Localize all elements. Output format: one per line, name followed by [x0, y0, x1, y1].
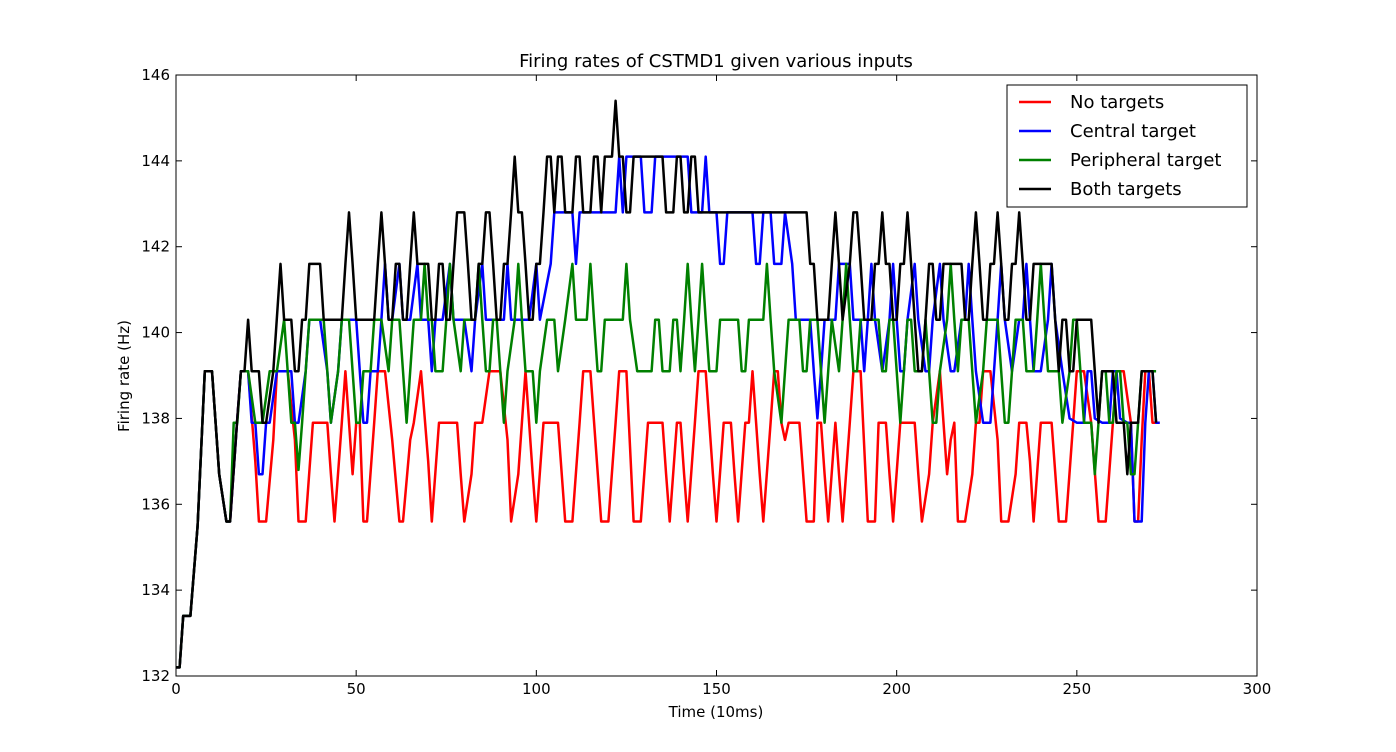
legend-label-no-targets: No targets	[1070, 92, 1164, 113]
series-layer	[176, 99, 1160, 669]
x-tick-label: 150	[702, 680, 731, 698]
x-axis-title: Time (10ms)	[668, 703, 764, 721]
x-tick-label: 250	[1063, 680, 1092, 698]
plot-frame	[175, 74, 1258, 677]
x-tick-label: 200	[882, 680, 911, 698]
chart-title: Firing rates of CSTMD1 given various inp…	[519, 51, 913, 72]
y-axis-title: Firing rate (Hz)	[115, 320, 133, 432]
y-tick-label: 136	[141, 495, 170, 513]
legend-label-both-targets: Both targets	[1070, 179, 1182, 200]
series-line-peripheral-target	[176, 262, 1157, 669]
y-tick-label: 134	[141, 581, 170, 599]
y-tick-label: 140	[141, 324, 170, 342]
y-tick-label: 142	[141, 238, 170, 256]
axis-ticks: 0 50 100 150 200 250 300 132 134 136 138 140 142 144 1…	[141, 66, 1271, 698]
legend-box	[1006, 84, 1248, 208]
x-tick-label: 0	[171, 680, 181, 698]
series-line-both-targets	[176, 99, 1158, 669]
x-tick-label: 300	[1243, 680, 1272, 698]
series-line-no-targets	[176, 369, 1160, 669]
x-tick-label: 50	[347, 680, 366, 698]
legend-label-peripheral-target: Peripheral target	[1070, 150, 1221, 171]
y-tick-label: 146	[141, 66, 170, 84]
legend: No targets Central target Peripheral targe…	[1006, 84, 1248, 208]
legend-label-central-target: Central target	[1070, 121, 1196, 142]
x-tick-label: 100	[522, 680, 551, 698]
y-tick-label: 144	[141, 152, 170, 170]
y-tick-label: 138	[141, 409, 170, 427]
y-tick-label: 132	[141, 667, 170, 685]
